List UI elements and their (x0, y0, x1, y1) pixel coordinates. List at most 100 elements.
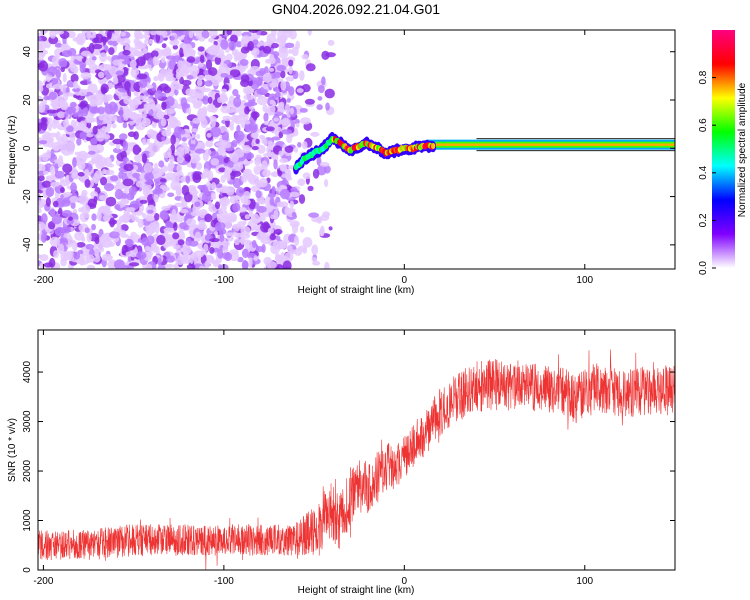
spectrogram-cell (123, 163, 134, 172)
spectrogram-cell (193, 250, 205, 258)
spectrogram-cell (185, 88, 194, 96)
spectrogram-cell (97, 106, 105, 115)
spectrogram-cell (63, 92, 75, 97)
spectrogram-cell (167, 147, 172, 158)
spectrogram-cell (246, 173, 256, 183)
spectrogram-cell (112, 76, 119, 85)
spectrogram-cell (70, 119, 77, 128)
spectrogram-cell (177, 60, 183, 70)
spectrogram-cell (122, 122, 128, 129)
spectrogram-cell (284, 42, 295, 49)
spectrogram-x-ticks: -200 -100 0 100 (33, 30, 594, 286)
spectrogram-cell (108, 101, 118, 111)
spectrogram-noise-cells (38, 30, 336, 269)
spectrogram-cell (133, 131, 139, 140)
spectrogram-cell (161, 136, 166, 141)
spectrogram-cell (262, 169, 271, 177)
spectrogram-cell (319, 161, 330, 167)
spectrogram-cell (279, 158, 289, 164)
spectrogram-cell (94, 236, 100, 245)
spectrogram-cell (124, 80, 131, 91)
spectrogram-cell (186, 263, 196, 269)
spectrogram-cell (299, 70, 305, 81)
spectrogram-cell (109, 175, 119, 182)
spectrogram-cell (153, 76, 159, 82)
spectrogram-cell (279, 240, 288, 249)
spectrogram-cell (52, 200, 59, 208)
spectrogram-cell (116, 115, 125, 124)
spectrogram-cell (299, 117, 311, 125)
spectrogram-cell (149, 143, 160, 153)
spectrogram-cell (194, 148, 206, 154)
spectrogram-cell (261, 135, 266, 144)
spectrogram-cell (205, 140, 214, 148)
spectrogram-cell (291, 211, 297, 217)
spectrogram-cell (130, 67, 140, 78)
spectrogram-cell (102, 209, 113, 216)
spectrogram-cell (61, 210, 73, 217)
spectrogram-cell (252, 39, 259, 46)
spectrogram-cell (286, 133, 293, 144)
spectrogram-cell (229, 153, 239, 163)
spectrogram-cell (195, 32, 202, 40)
spectrogram-cell (199, 54, 205, 64)
spectrogram-cell (262, 104, 268, 113)
spectrogram-cell (266, 33, 276, 44)
spectrogram-cell (169, 238, 177, 247)
spectrogram-cell (59, 187, 65, 193)
spectrogram-cell (55, 69, 61, 80)
spectrogram-cell (86, 254, 95, 263)
spectrogram-cell (178, 84, 184, 90)
spectrogram-cell (220, 72, 229, 78)
spectrogram-cell (242, 169, 250, 179)
spectrogram-cell (89, 102, 99, 107)
spectrogram-cell (244, 119, 251, 125)
spectrogram-cell (172, 232, 180, 240)
spectrogram-cell (40, 232, 47, 243)
spectrogram-cell (158, 83, 169, 91)
spectrogram-cell (69, 63, 77, 73)
spectrogram-cell (324, 178, 329, 188)
spectrogram-cell (144, 30, 150, 35)
spectrogram-x-axis-label: Height of straight line (km) (298, 285, 415, 296)
spectrogram-cell (181, 142, 188, 148)
spectrogram-cell (113, 227, 120, 232)
spectrogram-cell (128, 186, 137, 196)
spectrogram-cell (255, 190, 262, 199)
spectrogram-cell (72, 80, 79, 90)
spectrogram-cell (165, 55, 176, 60)
spectrogram-cell (229, 124, 234, 131)
spectrogram-cell (271, 136, 281, 141)
spectrogram-cell (220, 174, 226, 183)
spectrogram-cell (151, 82, 157, 92)
spectrogram-cell (47, 117, 53, 123)
spectrogram-cell (78, 90, 88, 97)
spectrogram-cell (41, 180, 52, 188)
spectrogram-cell (281, 117, 291, 127)
spectrogram-cell (78, 102, 88, 108)
spectrogram-cell (138, 79, 148, 89)
spectrogram-cell (281, 129, 293, 135)
spectrogram-cell (66, 239, 76, 244)
spectrogram-cell (145, 225, 154, 233)
spectrogram-cell (217, 96, 224, 104)
spectrogram-cell (176, 230, 186, 242)
spectrogram-cell (170, 134, 176, 146)
spectrogram-cell (220, 39, 229, 50)
spectrogram-cell (281, 173, 292, 179)
spectrogram-cell (230, 170, 242, 177)
spectrogram-cell (62, 50, 72, 58)
spectrogram-cell (262, 45, 272, 54)
spectrogram-cell (189, 189, 199, 196)
spectrogram-cell (58, 155, 64, 166)
spectrogram-cell (293, 147, 299, 153)
spectrogram-cell (107, 40, 115, 46)
spectrogram-cell (289, 200, 295, 209)
spectrogram-cell (47, 221, 56, 230)
spectrogram-cell (138, 196, 147, 201)
spectrogram-cell (275, 256, 281, 262)
spectrogram-cell (136, 56, 146, 67)
spectrogram-cell (266, 261, 277, 269)
spectrogram-cell (223, 141, 232, 149)
spectrogram-cell (148, 38, 153, 45)
